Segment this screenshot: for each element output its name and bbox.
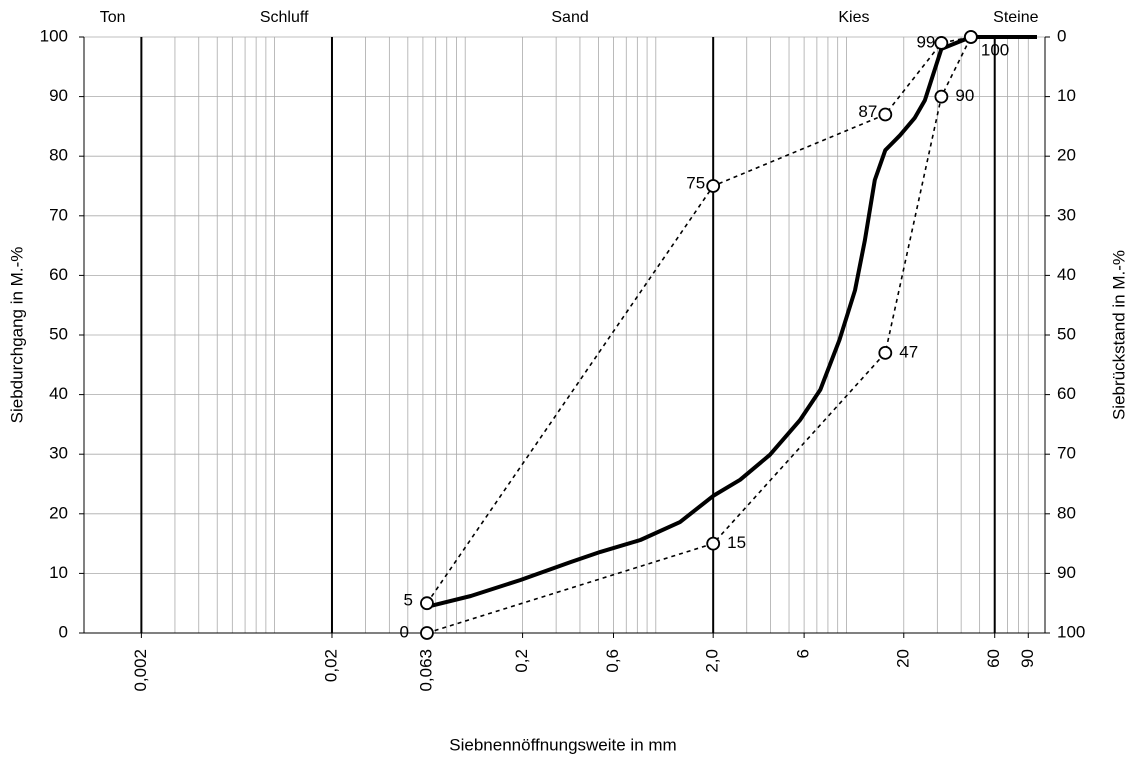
y-tick-label: 0 — [59, 622, 68, 641]
data-point — [706, 536, 721, 551]
y2-tick-label: 0 — [1057, 26, 1066, 45]
data-point — [420, 596, 434, 611]
envelope-line — [426, 36, 972, 634]
x-axis-title: Siebnennöffnungsweite in mm — [449, 735, 676, 754]
y-tick-label: 70 — [49, 205, 68, 224]
data-label: 0 — [399, 622, 408, 641]
x-tick-label: 0,063 — [416, 649, 435, 692]
x-tick-label: 60 — [984, 649, 1003, 668]
data-label: 5 — [403, 591, 412, 610]
x-tick-label: 20 — [893, 649, 912, 668]
data-point — [878, 345, 893, 360]
data-label: 87 — [858, 102, 877, 121]
data-label: 15 — [727, 533, 746, 552]
x-tick-label: 90 — [1018, 649, 1037, 668]
zone-label: Kies — [838, 9, 869, 26]
y-tick-label: 80 — [49, 146, 68, 165]
envelope-line — [426, 36, 972, 604]
zone-label: Ton — [100, 9, 126, 26]
x-tick-label: 2,0 — [703, 649, 722, 673]
zone-label: Schluff — [260, 9, 309, 26]
x-tick-label: 0,02 — [321, 649, 340, 682]
y2-tick-label: 30 — [1057, 205, 1076, 224]
x-tick-label: 0,002 — [131, 649, 150, 692]
y-tick-label: 60 — [49, 265, 68, 284]
y-tick-label: 40 — [49, 384, 68, 403]
y-tick-label: 100 — [40, 26, 68, 45]
data-label: 90 — [955, 86, 974, 105]
y-tick-label: 20 — [49, 503, 68, 522]
x-tick-label: 0,6 — [603, 649, 622, 673]
y-tick-label: 30 — [49, 444, 68, 463]
y2-axis-title: Siebrückstand in M.-% — [1109, 250, 1128, 420]
zone-label: Steine — [993, 9, 1038, 26]
data-point — [420, 626, 434, 640]
y2-tick-label: 50 — [1057, 324, 1076, 343]
y-tick-label: 90 — [49, 86, 68, 105]
y2-tick-label: 40 — [1057, 265, 1076, 284]
y-tick-label: 10 — [49, 563, 68, 582]
data-label: 75 — [686, 173, 705, 192]
y-tick-label: 50 — [49, 324, 68, 343]
y-axis-title: Siebdurchgang in M.-% — [7, 247, 26, 424]
y2-tick-label: 10 — [1057, 86, 1076, 105]
y2-tick-label: 20 — [1057, 146, 1076, 165]
grading-curve — [426, 35, 1037, 609]
data-point — [878, 107, 893, 122]
y2-tick-label: 80 — [1057, 503, 1076, 522]
data-point — [934, 89, 949, 104]
data-point — [706, 179, 721, 193]
data-label: 100 — [981, 40, 1009, 59]
y2-tick-label: 100 — [1057, 622, 1085, 641]
data-point — [934, 36, 949, 50]
x-tick-label: 0,2 — [512, 649, 531, 673]
y2-tick-label: 90 — [1057, 563, 1076, 582]
zone-label: Sand — [551, 9, 588, 26]
y2-tick-label: 60 — [1057, 384, 1076, 403]
y2-tick-label: 70 — [1057, 444, 1076, 463]
data-point — [964, 30, 978, 44]
data-label: 99 — [916, 32, 935, 51]
data-label: 47 — [899, 342, 918, 361]
x-tick-label: 6 — [794, 649, 813, 658]
